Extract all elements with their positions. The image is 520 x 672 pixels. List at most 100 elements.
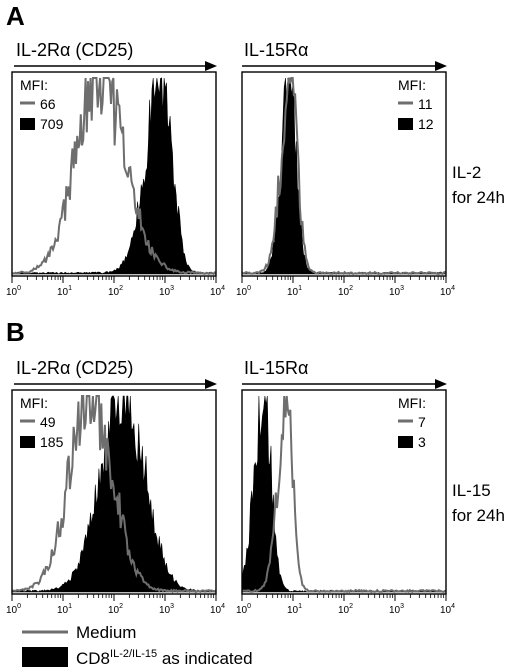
x-tick-label: 104 (440, 603, 455, 616)
x-tick-base: 10 (159, 605, 171, 616)
mfi-treated-value: 709 (40, 116, 64, 132)
histogram-medium-line (11, 395, 217, 594)
legend-treated-prefix: CD8 (76, 649, 110, 668)
x-tick-exponent: 4 (221, 603, 225, 610)
legend-treated-swatch (22, 647, 68, 667)
mfi-medium-value: 66 (40, 96, 56, 112)
mfi-treated-value: 12 (418, 116, 434, 132)
legend-treated-sup: IL-2/IL-15 (110, 648, 157, 660)
panel-label-a: A (6, 1, 25, 31)
x-tick-base: 10 (287, 287, 299, 298)
x-tick-label: 103 (159, 603, 174, 616)
x-tick-exponent: 0 (17, 285, 21, 292)
x-tick-exponent: 3 (170, 285, 174, 292)
x-tick-base: 10 (440, 605, 452, 616)
x-tick-base: 10 (338, 605, 350, 616)
x-tick-label: 101 (287, 285, 302, 298)
mfi-medium-value: 11 (418, 96, 433, 112)
x-tick-exponent: 1 (298, 285, 302, 292)
mfi-treated-swatch (398, 436, 413, 448)
x-tick-base: 10 (236, 287, 248, 298)
x-tick-label: 102 (108, 285, 123, 298)
marker-arrow-b-left (14, 379, 217, 389)
x-tick-label: 100 (6, 603, 21, 616)
legend: Medium CD8IL-2/IL-15 as indicated (22, 623, 253, 668)
histogram-treated-area (241, 395, 447, 593)
x-tick-exponent: 0 (247, 285, 251, 292)
condition-label-a-line1: IL-2 (452, 163, 481, 182)
x-tick-label: 103 (389, 285, 404, 298)
x-tick-exponent: 1 (68, 603, 72, 610)
x-tick-label: 104 (440, 285, 455, 298)
marker-label-b-right: IL-15Rα (244, 358, 308, 378)
x-tick-base: 10 (108, 287, 120, 298)
mfi-treated-value: 3 (418, 434, 426, 450)
mfi-title: MFI: (398, 395, 426, 411)
x-tick-base: 10 (440, 287, 452, 298)
x-tick-exponent: 4 (451, 603, 455, 610)
x-tick-base: 10 (210, 605, 222, 616)
marker-arrow-a-left (14, 61, 217, 71)
x-tick-label: 101 (57, 603, 72, 616)
panel-label-b: B (6, 317, 25, 347)
x-tick-base: 10 (108, 605, 120, 616)
x-tick-exponent: 1 (68, 285, 72, 292)
x-tick-label: 102 (108, 603, 123, 616)
x-tick-label: 100 (236, 285, 251, 298)
x-tick-exponent: 4 (451, 285, 455, 292)
marker-arrow-a-right (242, 61, 447, 71)
x-tick-base: 10 (6, 605, 18, 616)
x-tick-exponent: 2 (349, 603, 353, 610)
mfi-title: MFI: (398, 77, 426, 93)
x-tick-label: 101 (57, 285, 72, 298)
x-tick-exponent: 2 (349, 285, 353, 292)
condition-label-a-line2: for 24h (452, 188, 505, 207)
x-tick-base: 10 (57, 287, 69, 298)
mfi-medium-value: 49 (40, 414, 56, 430)
x-tick-exponent: 3 (400, 603, 404, 610)
x-tick-exponent: 1 (298, 603, 302, 610)
marker-arrow-b-right (242, 379, 447, 389)
x-tick-exponent: 2 (119, 285, 123, 292)
x-tick-label: 103 (389, 603, 404, 616)
x-tick-exponent: 2 (119, 603, 123, 610)
histogram-medium-line (241, 77, 447, 276)
legend-treated-suffix: as indicated (157, 649, 252, 668)
x-tick-base: 10 (287, 605, 299, 616)
mfi-treated-swatch (398, 118, 413, 130)
x-tick-base: 10 (338, 287, 350, 298)
marker-label-a-left: IL-2Rα (CD25) (16, 40, 133, 60)
x-tick-exponent: 3 (170, 603, 174, 610)
x-tick-label: 102 (338, 285, 353, 298)
histogram-treated-area (11, 77, 217, 275)
mfi-treated-swatch (20, 118, 35, 130)
condition-label-b-line1: IL-15 (452, 481, 491, 500)
histogram-medium-line (241, 395, 447, 594)
x-tick-exponent: 0 (17, 603, 21, 610)
x-tick-base: 10 (389, 287, 401, 298)
marker-label-a-right: IL-15Rα (244, 40, 308, 60)
x-tick-label: 104 (210, 285, 225, 298)
mfi-medium-value: 7 (418, 414, 426, 430)
x-tick-label: 103 (159, 285, 174, 298)
histogram-medium-line (11, 77, 217, 276)
x-tick-label: 100 (6, 285, 21, 298)
legend-medium-label: Medium (76, 623, 136, 642)
x-tick-exponent: 4 (221, 285, 225, 292)
x-tick-exponent: 3 (400, 285, 404, 292)
x-tick-label: 100 (236, 603, 251, 616)
x-tick-label: 102 (338, 603, 353, 616)
x-tick-base: 10 (236, 605, 248, 616)
mfi-title: MFI: (20, 77, 48, 93)
mfi-treated-value: 185 (40, 434, 64, 450)
x-tick-label: 104 (210, 603, 225, 616)
legend-treated-label: CD8IL-2/IL-15 as indicated (76, 648, 253, 668)
x-tick-base: 10 (159, 287, 171, 298)
x-tick-base: 10 (210, 287, 222, 298)
x-tick-base: 10 (389, 605, 401, 616)
